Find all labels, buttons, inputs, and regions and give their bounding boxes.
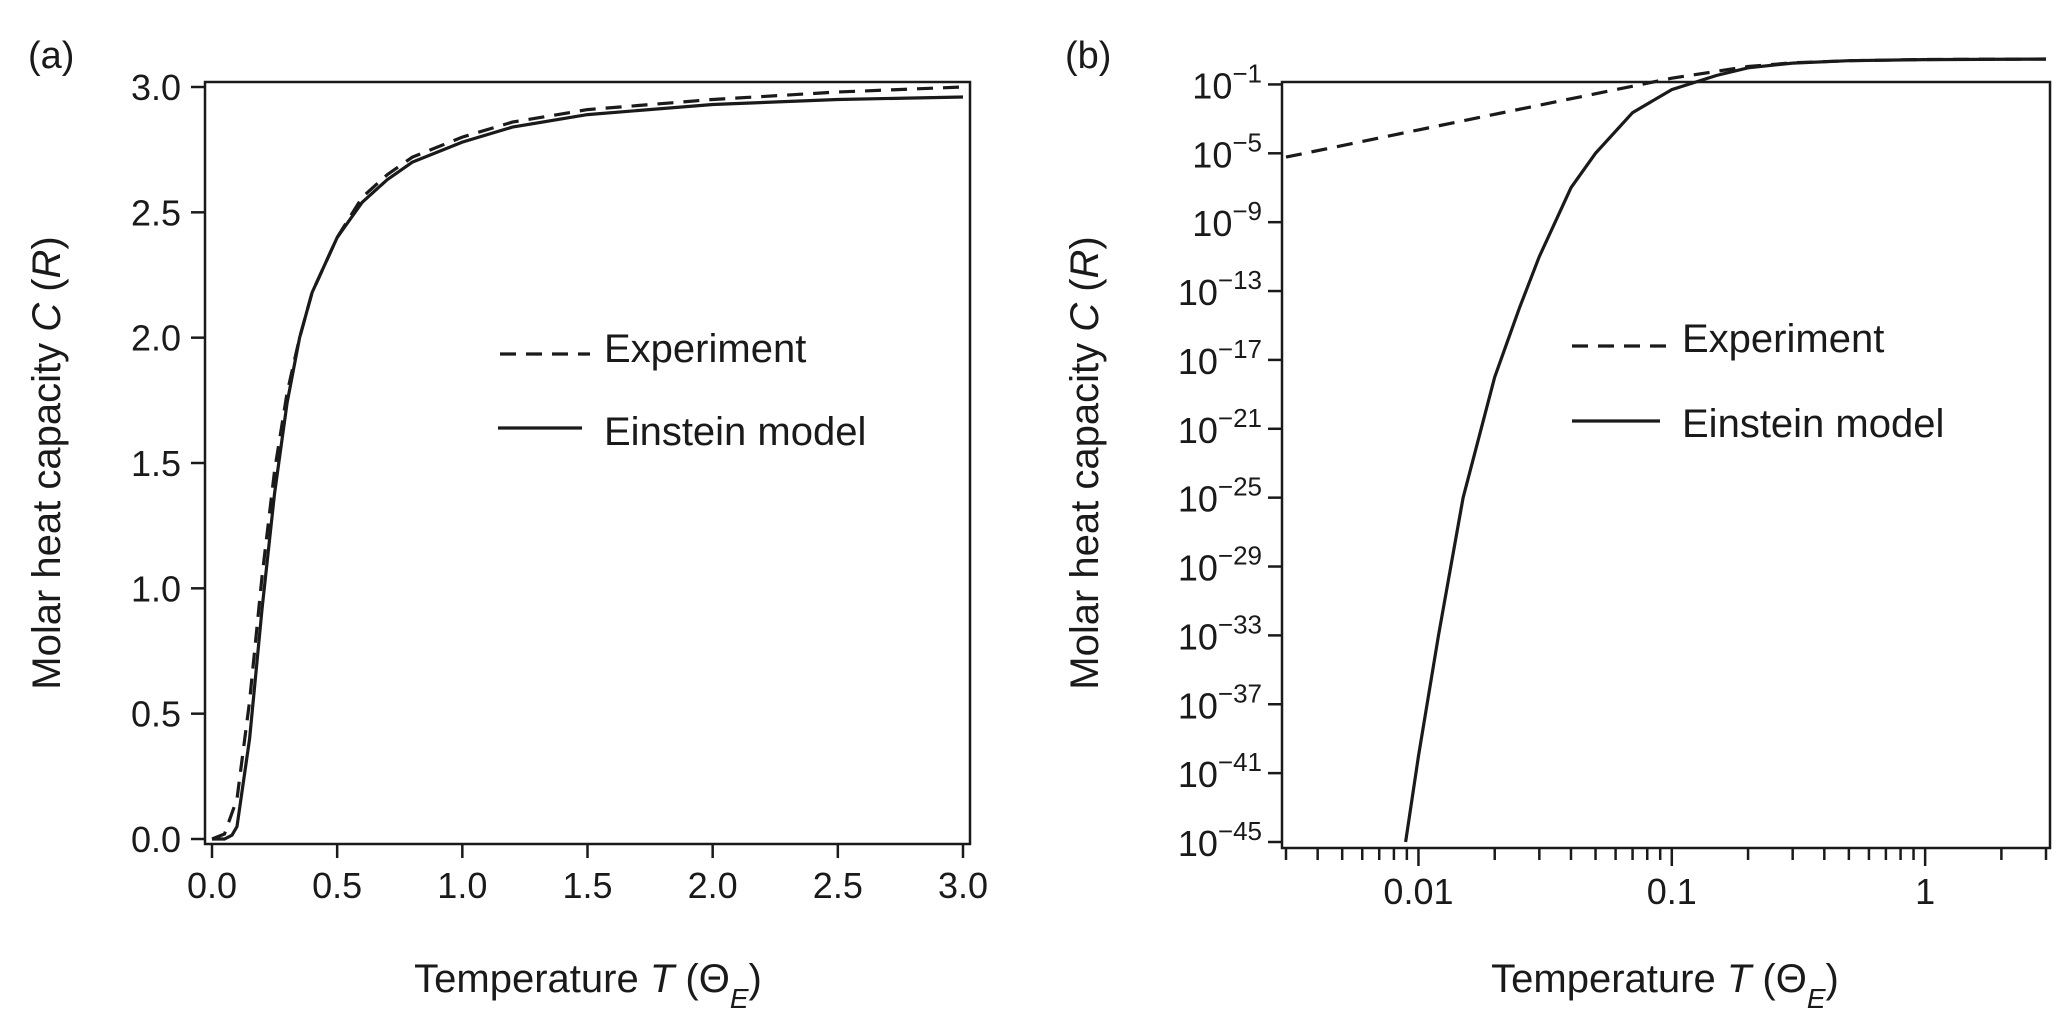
panel-a-y-tick-label: 2.5 [131,192,181,233]
panel-b-y-tick-label: 10−5 [1192,127,1262,175]
panel-b-label: (b) [1065,35,1111,77]
panel-b-y-tick-label: 10−29 [1178,541,1262,589]
panel-a-y-tick-label: 3.0 [131,67,181,108]
panel-b: (b) 0.01 0.1 1 10−1 10−5 10−9 10−13 10−17 10−21… [1063,35,2052,1014]
panel-b-y-tick-label: 10−25 [1178,472,1262,520]
panel-a-x-tick-label: 3.0 [938,865,988,906]
panel-b-x-ticks: 0.01 0.1 1 [1284,848,2048,912]
panel-a-x-ticks: 0.0 0.5 1.0 1.5 2.0 2.5 3.0 [187,844,988,906]
panel-b-legend-einstein-label: Einstein model [1682,402,1944,446]
panel-a-x-tick-label: 1.5 [562,865,612,906]
panel-a-y-tick-label: 2.0 [131,318,181,359]
panel-a-legend: Experiment Einstein model [498,327,866,454]
panel-b-y-tick-label: 10−37 [1178,678,1262,726]
panel-b-frame [1280,80,2052,850]
panel-b-y-tick-label: 10−33 [1178,609,1262,657]
panel-a-frame [203,80,972,846]
panel-a-y-axis-label: Molar heat capacity C (R) [25,236,69,690]
panel-b-x-tick-label: 1 [1915,871,1935,912]
panel-a-y-tick-label: 0.5 [131,694,181,735]
panel-b-y-tick-label: 10−21 [1178,403,1262,451]
panel-a-experiment-curve [211,85,964,841]
panel-b-y-tick-label: 10−9 [1192,196,1262,244]
panel-b-x-tick-label: 0.01 [1383,871,1453,912]
panel-b-x-axis-label: Temperature T (ΘE) [1491,957,1839,1014]
panel-b-experiment-curve [1285,57,2047,159]
panel-a-x-axis-label: Temperature T (ΘE) [414,957,762,1014]
panel-b-y-ticks: 10−1 10−5 10−9 10−13 10−17 10−21 10−25 10−29 10−… [1178,58,1282,864]
panel-a-einstein-curve [212,95,964,841]
panel-b-legend-experiment-label: Experiment [1682,317,1884,361]
panel-b-x-tick-label: 0.1 [1647,871,1697,912]
panel-a: (a) 0.0 0.5 1.0 1.5 2.0 2.5 3.0 0.0 0.5 1.0 1.5 2.… [25,35,988,1014]
panel-b-legend: Experiment Einstein model [1572,317,1944,446]
panel-a-legend-einstein-label: Einstein model [604,410,866,454]
panel-b-y-tick-label: 10−45 [1178,816,1262,864]
panel-b-einstein-curve [1404,57,2047,843]
panel-b-y-tick-label: 10−13 [1178,265,1262,313]
panel-a-y-tick-label: 1.0 [131,568,181,609]
panel-b-y-tick-label: 10−41 [1178,747,1262,795]
panel-a-x-tick-label: 1.0 [437,865,487,906]
panel-b-y-axis-label: Molar heat capacity C (R) [1063,236,1107,690]
panel-b-y-tick-label: 10−17 [1178,334,1262,382]
panel-a-x-tick-label: 0.5 [312,865,362,906]
panel-a-x-tick-label: 0.0 [187,865,237,906]
panel-a-y-tick-label: 1.5 [131,443,181,484]
panel-a-legend-experiment-label: Experiment [604,327,806,371]
panel-a-x-tick-label: 2.5 [813,865,863,906]
panel-a-x-tick-label: 2.0 [688,865,738,906]
panel-a-label: (a) [28,35,74,77]
panel-a-y-tick-label: 0.0 [131,819,181,860]
panel-a-y-ticks: 0.0 0.5 1.0 1.5 2.0 2.5 3.0 [131,67,205,860]
panel-b-y-tick-label: 10−1 [1192,58,1262,106]
